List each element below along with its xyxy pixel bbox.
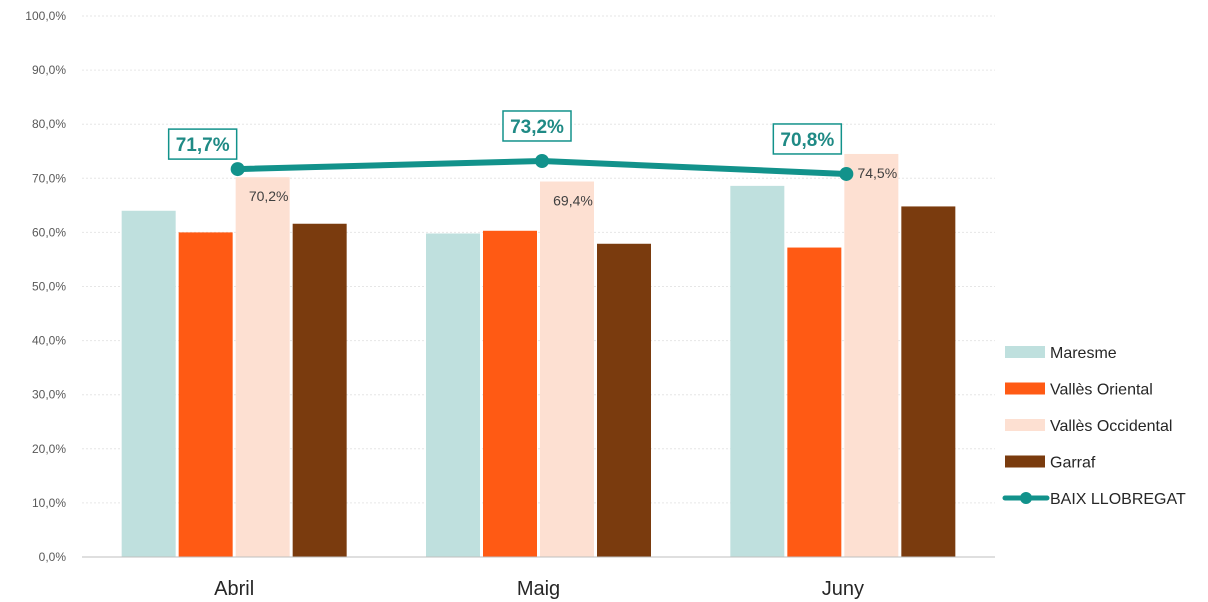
y-tick-label: 30,0% xyxy=(32,388,66,402)
bar-vall-s-oriental-abril xyxy=(178,232,233,557)
legend-swatch xyxy=(1005,382,1045,395)
bar-maresme-abril xyxy=(121,210,176,557)
legend-label: Garraf xyxy=(1050,455,1096,472)
y-tick-label: 60,0% xyxy=(32,225,66,239)
x-category-label: Juny xyxy=(822,578,864,600)
line-point xyxy=(839,166,854,181)
bar-vall-s-occidental-juny xyxy=(844,153,899,557)
line-data-label: 73,2% xyxy=(510,117,564,138)
line-point xyxy=(230,162,245,177)
line-label-box xyxy=(502,110,572,142)
y-tick-label: 70,0% xyxy=(32,171,66,185)
legend-label: Vallès Occidental xyxy=(1050,418,1172,435)
y-tick-label: 10,0% xyxy=(32,496,66,510)
line-series: 71,7% 73,2% 70,8% xyxy=(167,110,854,181)
x-axis: Abril Maig Juny xyxy=(82,556,995,600)
bar-garraf-juny xyxy=(901,206,956,557)
legend-swatch xyxy=(1005,419,1045,431)
bar-vall-s-occidental-maig xyxy=(540,181,594,557)
legend-label: Maresme xyxy=(1050,345,1117,362)
bar-data-label: 70,2% xyxy=(249,188,289,204)
y-tick-label: 0,0% xyxy=(39,550,67,564)
bar-garraf-abril xyxy=(292,223,347,557)
bar-vall-s-oriental-maig xyxy=(483,230,537,558)
line-label-box xyxy=(772,123,843,155)
line-label-box xyxy=(167,128,238,160)
bar-maresme-maig xyxy=(426,233,480,557)
bar-vall-s-oriental-juny xyxy=(787,247,842,557)
y-tick-label: 100,0% xyxy=(25,9,66,23)
bars xyxy=(121,153,956,558)
bar-data-label: 69,4% xyxy=(553,193,593,209)
bar-vall-s-occidental-abril xyxy=(235,177,290,557)
legend-swatch xyxy=(1005,346,1045,358)
y-tick-label: 80,0% xyxy=(32,117,66,131)
y-axis: 0,0% 10,0% 20,0% 30,0% 40,0% 50,0% 60,0% 70,0% 8… xyxy=(25,9,66,564)
bar-data-label: 74,5% xyxy=(857,165,897,181)
bar-maresme-juny xyxy=(730,185,785,557)
legend-line-marker xyxy=(1020,492,1032,504)
legend-swatch xyxy=(1005,455,1045,468)
x-category-label: Abril xyxy=(214,578,254,600)
x-category-label: Maig xyxy=(517,578,560,600)
legend-label: BAIX LLOBREGAT xyxy=(1050,491,1186,508)
line-data-label: 70,8% xyxy=(780,130,834,151)
line-data-label: 71,7% xyxy=(176,135,230,156)
y-tick-label: 20,0% xyxy=(32,442,66,456)
bar-data-labels: 70,2% 69,4% 74,5% xyxy=(249,165,897,209)
y-tick-label: 90,0% xyxy=(32,63,66,77)
legend: Maresme Vallès Oriental Vallès Occidental G… xyxy=(1002,345,1186,508)
y-tick-label: 50,0% xyxy=(32,280,66,294)
bar-garraf-maig xyxy=(597,243,651,558)
line-point xyxy=(535,153,549,168)
y-tick-label: 40,0% xyxy=(32,334,66,348)
gridlines xyxy=(82,15,995,504)
legend-label: Vallès Oriental xyxy=(1050,382,1153,399)
